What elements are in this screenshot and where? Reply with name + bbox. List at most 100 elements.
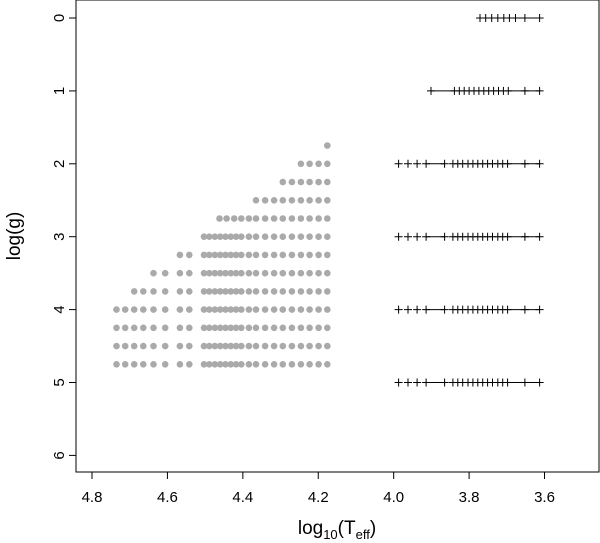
data-point-dot: [279, 269, 287, 277]
data-point-plus: [535, 305, 544, 314]
data-point-dot: [261, 361, 269, 368]
data-point-dot: [324, 178, 331, 186]
data-point-dot: [186, 269, 193, 277]
data-point-plus: [413, 305, 422, 314]
data-point-dot: [315, 233, 322, 240]
data-point-dot: [150, 361, 157, 368]
data-point-dot: [252, 251, 260, 259]
data-point-plus: [520, 86, 529, 95]
data-point-dot: [270, 269, 278, 277]
data-point-dot: [200, 361, 208, 368]
data-point-dot: [186, 324, 193, 332]
data-point-dot: [238, 324, 245, 332]
data-point-dot: [245, 233, 253, 240]
data-point-dot: [140, 361, 147, 368]
y-tick-label: 1: [51, 87, 68, 95]
data-point-dot: [297, 160, 305, 168]
data-point-dot: [279, 251, 287, 259]
data-point-dot: [297, 178, 305, 186]
data-point-dot: [261, 269, 269, 277]
y-tick-label: 3: [51, 233, 68, 241]
data-point-dot: [150, 324, 157, 332]
data-point-dot: [211, 269, 219, 277]
data-point-dot: [245, 215, 253, 222]
data-point-dot: [270, 342, 278, 350]
data-point-dot: [315, 269, 322, 277]
data-point-dot: [150, 269, 157, 277]
data-point-dot: [216, 342, 224, 350]
data-point-dot: [232, 288, 240, 295]
data-point-dot: [297, 288, 305, 295]
data-point-dot: [315, 215, 322, 222]
data-point-dot: [245, 342, 253, 350]
data-point-dot: [261, 233, 269, 240]
data-point-dot: [252, 361, 260, 368]
data-point-plus: [404, 378, 412, 387]
data-point-dot: [288, 288, 296, 295]
data-point-dot: [297, 342, 305, 350]
data-point-dot: [140, 306, 147, 313]
data-point-dot: [238, 342, 245, 350]
data-point-dot: [245, 361, 253, 368]
data-point-dot: [297, 197, 305, 204]
x-axis-title-base: log: [298, 518, 323, 539]
y-tick-label: 2: [51, 160, 68, 168]
data-point-plus: [520, 159, 529, 168]
data-point-dot: [324, 215, 331, 222]
data-point-dot: [216, 215, 223, 222]
x-axis-title-base-subscript: 10: [323, 527, 337, 542]
data-point-plus: [535, 232, 544, 241]
data-point-dot: [238, 269, 245, 277]
data-point-dot: [279, 178, 287, 186]
data-point-dot: [288, 233, 296, 240]
data-point-dot: [270, 288, 278, 295]
data-point-dot: [232, 306, 240, 313]
data-point-dot: [297, 361, 305, 368]
data-point-dot: [222, 233, 229, 240]
data-point-dot: [216, 361, 224, 368]
data-point-dot: [245, 306, 253, 313]
data-point-dot: [113, 361, 120, 368]
data-point-dot: [113, 306, 120, 313]
data-point-plus: [440, 305, 449, 314]
data-point-dot: [245, 251, 253, 259]
data-point-dot: [161, 269, 169, 277]
data-point-plus: [520, 232, 529, 241]
data-point-dot: [315, 361, 322, 368]
data-point-dot: [297, 306, 305, 313]
data-point-dot: [315, 251, 322, 259]
data-point-dot: [176, 251, 184, 259]
data-point-dot: [279, 361, 287, 368]
data-point-dot: [245, 324, 253, 332]
data-point-dot: [150, 288, 157, 295]
data-point-dot: [186, 361, 193, 368]
data-point-dot: [230, 215, 238, 222]
data-point-dot: [211, 233, 219, 240]
data-point-dot: [279, 288, 287, 295]
data-point-dot: [270, 324, 278, 332]
data-point-dot: [232, 251, 240, 259]
data-point-plus: [394, 232, 403, 241]
data-point-dot: [216, 251, 224, 259]
data-point-dot: [252, 324, 260, 332]
data-point-dot: [270, 197, 278, 204]
data-point-dot: [270, 233, 278, 240]
data-point-dot: [238, 215, 245, 222]
data-point-plus: [422, 159, 431, 168]
data-point-dot: [297, 233, 305, 240]
data-point-dot: [232, 361, 240, 368]
data-point-dot: [288, 324, 296, 332]
data-point-dot: [261, 251, 269, 259]
data-point-dot: [288, 361, 296, 368]
data-point-plus: [511, 14, 520, 22]
data-point-plus: [422, 232, 431, 241]
data-point-dot: [227, 324, 235, 332]
data-point-dot: [238, 306, 245, 313]
data-point-dot: [306, 342, 313, 350]
data-point-dot: [176, 269, 184, 277]
data-point-plus: [413, 378, 422, 387]
x-tick-label: 3.8: [459, 489, 480, 506]
data-point-plus: [520, 378, 529, 387]
y-tick-label: 5: [51, 378, 68, 386]
